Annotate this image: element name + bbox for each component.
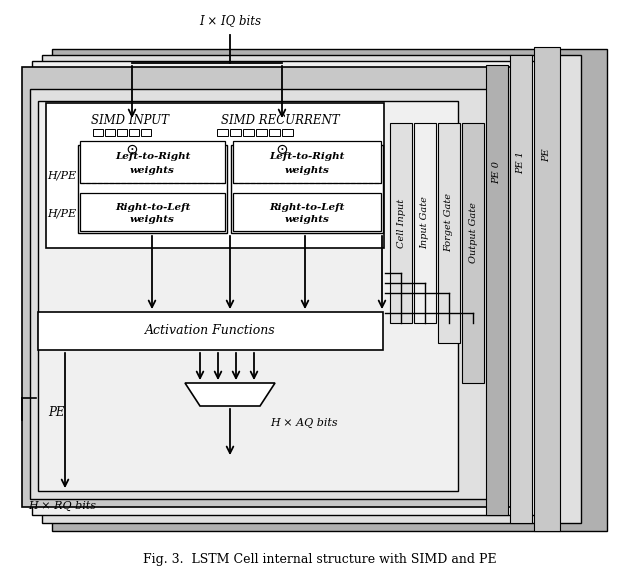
Bar xyxy=(217,129,228,136)
Text: ⊙: ⊙ xyxy=(125,143,138,157)
Text: I × IQ bits: I × IQ bits xyxy=(199,14,261,28)
Bar xyxy=(117,129,127,136)
Bar xyxy=(231,145,383,233)
Text: Fig. 3.  LSTM Cell internal structure with SIMD and PE: Fig. 3. LSTM Cell internal structure wit… xyxy=(143,554,497,566)
Text: Left-to-Right: Left-to-Right xyxy=(115,153,190,161)
Polygon shape xyxy=(185,383,275,406)
Text: PE 1: PE 1 xyxy=(516,151,525,175)
Text: Forget Gate: Forget Gate xyxy=(445,194,454,253)
Bar xyxy=(46,103,384,248)
Text: H × RQ bits: H × RQ bits xyxy=(28,501,96,511)
Bar xyxy=(233,193,381,231)
Bar xyxy=(462,123,484,383)
Bar xyxy=(38,312,383,350)
Bar xyxy=(42,55,581,523)
Text: Activation Functions: Activation Functions xyxy=(145,324,276,338)
Bar xyxy=(510,55,532,523)
Bar xyxy=(129,129,139,136)
Bar xyxy=(414,123,436,323)
Bar xyxy=(269,129,280,136)
Bar xyxy=(486,65,508,515)
Bar xyxy=(52,49,607,531)
Bar xyxy=(282,129,293,136)
Bar xyxy=(30,89,490,499)
Bar xyxy=(390,123,412,323)
Bar xyxy=(80,141,225,183)
Text: Input Gate: Input Gate xyxy=(420,197,429,250)
Text: Left-to-Right: Left-to-Right xyxy=(269,153,345,161)
Text: weights: weights xyxy=(285,166,330,175)
Text: H/PE: H/PE xyxy=(47,208,77,218)
Bar xyxy=(22,67,529,507)
Text: PE 0: PE 0 xyxy=(493,161,502,184)
Text: H × AQ bits: H × AQ bits xyxy=(270,418,338,428)
Text: ⊙: ⊙ xyxy=(276,143,289,157)
Text: weights: weights xyxy=(130,166,175,175)
Text: SIMD INPUT: SIMD INPUT xyxy=(91,113,169,127)
Bar xyxy=(256,129,267,136)
Text: Output Gate: Output Gate xyxy=(468,202,477,264)
Bar xyxy=(230,129,241,136)
Bar xyxy=(438,123,460,343)
Bar xyxy=(78,145,227,233)
Bar xyxy=(32,61,555,515)
Text: PE: PE xyxy=(48,406,65,418)
Bar xyxy=(534,47,560,531)
Text: SIMD RECURRENT: SIMD RECURRENT xyxy=(221,113,339,127)
Text: PE: PE xyxy=(543,148,552,162)
Bar xyxy=(105,129,115,136)
Text: Right-to-Left: Right-to-Left xyxy=(269,203,345,212)
Bar xyxy=(233,141,381,183)
Bar xyxy=(93,129,103,136)
Text: weights: weights xyxy=(285,215,330,224)
Text: weights: weights xyxy=(130,215,175,224)
Text: Right-to-Left: Right-to-Left xyxy=(115,203,190,212)
Bar xyxy=(80,193,225,231)
Bar xyxy=(243,129,254,136)
Bar xyxy=(141,129,151,136)
Text: H/PE: H/PE xyxy=(47,171,77,181)
Bar xyxy=(38,101,458,491)
Text: Cell Input: Cell Input xyxy=(397,198,406,247)
